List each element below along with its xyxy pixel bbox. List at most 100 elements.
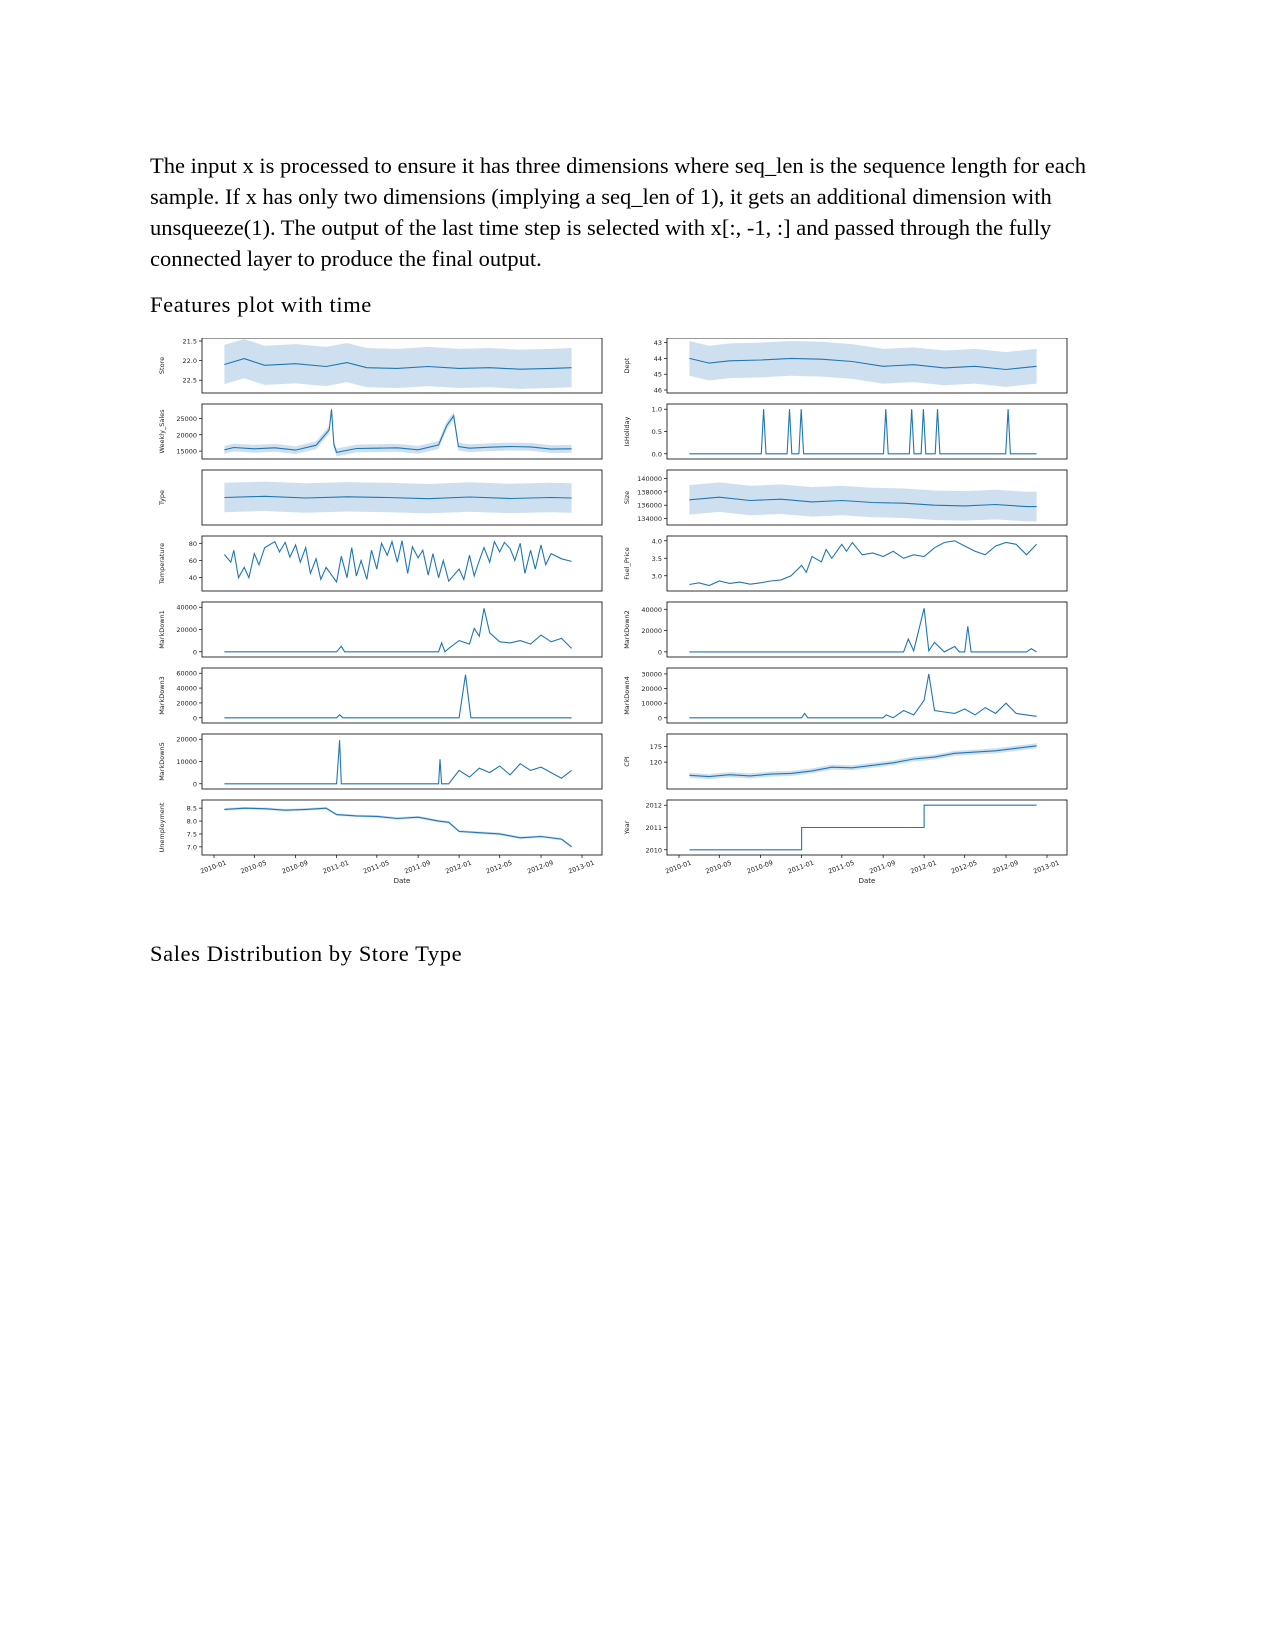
y-axis-label: Weekly_Sales [158, 409, 166, 454]
x-tick-label: 2010-05 [704, 859, 732, 876]
panel-type: Type [158, 469, 603, 526]
y-tick-label: 0 [193, 780, 197, 788]
panel-fuel-price: 3.0 3.5 4.0 Fuel_Price [623, 535, 1068, 592]
y-axis-label: MarkDown5 [158, 742, 166, 781]
series-line [223, 539, 572, 584]
y-tick-label: 175 [650, 743, 662, 751]
series-line [689, 409, 1037, 455]
axes-frame [201, 667, 603, 724]
series-line [689, 673, 1037, 719]
y-tick-label: 3.0 [652, 572, 662, 580]
y-tick-label: 8.5 [187, 805, 197, 813]
x-tick-label: 2012-09 [526, 859, 554, 876]
y-tick-label: 0.5 [652, 428, 662, 436]
confidence-band [224, 405, 572, 457]
panel-size: 134000 136000 138000 140000 Size [623, 469, 1068, 526]
x-tick-label: 2012-01 [909, 859, 937, 876]
y-tick-label: 20000 [176, 736, 197, 744]
axes-frame [666, 338, 1068, 394]
y-tick-label: 45 [654, 371, 662, 379]
y-tick-label: 2012 [645, 802, 662, 810]
y-tick-label: 44 [654, 355, 662, 363]
panel-dept: 43 44 45 46 Dept [623, 338, 1068, 395]
y-tick-label: 8.0 [187, 818, 197, 826]
x-tick-label: 2010-09 [281, 859, 309, 876]
series-line [224, 409, 572, 454]
y-axis-label: Unemployment [158, 802, 166, 852]
series-line [224, 608, 572, 653]
y-tick-label: 43 [654, 339, 662, 347]
x-axis-label: Date [394, 877, 411, 885]
y-tick-label: 136000 [637, 502, 662, 510]
series-line [689, 804, 1037, 851]
y-axis-label: MarkDown4 [623, 676, 631, 715]
axes-frame [201, 601, 603, 658]
x-tick-label: 2011-05 [362, 859, 390, 876]
y-tick-label: 1.0 [652, 406, 662, 414]
y-tick-label: 140000 [637, 475, 662, 483]
series-line [224, 807, 572, 848]
x-tick-label: 2010-05 [239, 859, 267, 876]
x-tick-label: 2010-09 [746, 859, 774, 876]
y-tick-label: 15000 [176, 448, 197, 456]
axes-frame [666, 601, 1068, 658]
y-tick-label: 4.0 [652, 537, 662, 545]
axes-frame [201, 799, 603, 856]
series-line [689, 745, 1037, 778]
series-line [224, 674, 572, 719]
panel-isholiday: 0.0 0.5 1.0 IsHoliday [623, 403, 1068, 460]
panel-temperature: 40 60 80 Temperature [158, 535, 603, 592]
panel-markdown2: 0 20000 40000 MarkDown2 [623, 601, 1068, 658]
series-line [689, 540, 1037, 587]
y-tick-label: 138000 [637, 488, 662, 496]
axes-frame [666, 469, 1068, 526]
y-tick-label: 60000 [176, 670, 197, 678]
y-tick-label: 20000 [641, 685, 662, 693]
x-tick-label: 2012-05 [950, 859, 978, 876]
y-tick-label: 10000 [176, 758, 197, 766]
y-tick-label: 25000 [176, 415, 197, 423]
y-tick-label: 40000 [641, 606, 662, 614]
x-tick-label: 2011-05 [827, 859, 855, 876]
y-tick-label: 20000 [641, 627, 662, 635]
features-chart-svg: 21.5 22.0 22.5 Store 43 44 45 46 Dept 15000 20000 2… [158, 338, 1068, 885]
y-tick-label: 120 [650, 759, 662, 767]
features-figure: 21.5 22.0 22.5 Store 43 44 45 46 Dept 15000 20000 2… [150, 338, 1125, 918]
panel-year: 2010 2011 2012 Year 2010-01 2010-05 2010-09 201… [623, 799, 1068, 885]
confidence-band [689, 743, 1037, 780]
y-tick-label: 0 [658, 648, 662, 656]
y-tick-label: 60 [189, 557, 197, 565]
x-tick-label: 2013-01 [567, 859, 595, 876]
y-tick-label: 30000 [641, 670, 662, 678]
confidence-band [689, 341, 1037, 387]
confidence-band [224, 339, 572, 389]
y-tick-label: 21.5 [183, 338, 197, 346]
confidence-band [224, 806, 572, 849]
axes-frame [201, 469, 603, 526]
y-axis-label: Size [623, 491, 631, 504]
y-tick-label: 20000 [176, 431, 197, 439]
section-heading-features: Features plot with time [150, 292, 372, 317]
y-axis-label: IsHoliday [623, 416, 631, 446]
panel-unemployment: 7.0 7.5 8.0 8.5 Unemployment 2010-01 2010-05 20… [158, 799, 603, 885]
y-tick-label: 40000 [176, 604, 197, 612]
y-axis-label: Store [158, 357, 166, 374]
x-tick-label: 2010-01 [664, 859, 692, 876]
y-axis-label: Type [158, 490, 166, 506]
axes-frame [201, 733, 603, 790]
y-tick-label: 134000 [637, 515, 662, 523]
y-axis-label: MarkDown1 [158, 610, 166, 649]
axes-frame [666, 733, 1068, 790]
axes-frame [201, 535, 603, 592]
series-line [689, 608, 1037, 653]
x-tick-label: 2011-01 [322, 859, 350, 876]
series-line [224, 358, 572, 370]
y-tick-label: 46 [654, 387, 662, 395]
y-tick-label: 0.0 [652, 450, 662, 458]
axes-frame [666, 535, 1068, 592]
y-axis-label: MarkDown2 [623, 610, 631, 649]
axes-frame [201, 338, 603, 394]
y-tick-label: 7.5 [187, 830, 197, 838]
axes-frame [201, 403, 603, 460]
y-axis-label: Year [623, 820, 631, 835]
